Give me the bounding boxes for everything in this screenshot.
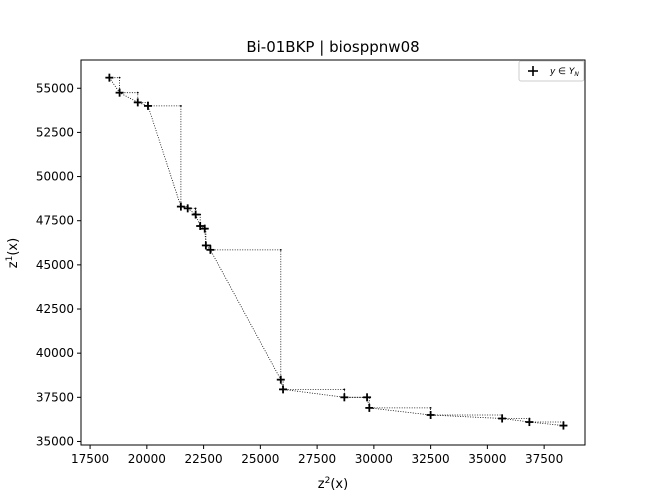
y-tick-label: 52500 (36, 125, 74, 139)
connector-vertex (194, 207, 197, 210)
connector-vertex (136, 91, 139, 94)
data-point (191, 210, 200, 219)
data-point (200, 224, 209, 233)
chart-title: Bi-01BKP | biosppnw08 (246, 38, 419, 56)
data-point (115, 88, 124, 97)
legend-marker-icon (528, 66, 538, 76)
connector-frontier (109, 77, 564, 426)
data-point (498, 414, 507, 423)
x-tick-label: 20000 (128, 452, 166, 466)
y-tick-label: 45000 (36, 258, 74, 272)
y-tick-label: 35000 (36, 434, 74, 448)
data-point (365, 403, 374, 412)
y-tick-label: 55000 (36, 81, 74, 95)
x-tick-label: 35000 (468, 452, 506, 466)
connector-vertex (429, 407, 432, 409)
y-tick-label: 42500 (36, 302, 74, 316)
y-axis-label: z1(x) (5, 238, 21, 268)
x-axis: 17500 20000 22500 25000 27500 30000 32500 35000… (71, 445, 563, 466)
data-point (183, 204, 192, 213)
x-tick-label: 37500 (525, 452, 563, 466)
data-point (176, 202, 185, 211)
data-point (206, 245, 215, 254)
plot-frame (80, 59, 586, 446)
legend-box (518, 60, 585, 82)
legend-label: y ∈ YN (549, 67, 579, 78)
data-point (196, 222, 205, 231)
data-points (105, 73, 568, 430)
data-point (105, 73, 114, 82)
connector-vertex (118, 76, 121, 79)
data-point (525, 418, 534, 427)
connector-vertex (199, 213, 202, 216)
data-point (279, 385, 288, 394)
x-tick-label: 17500 (71, 452, 109, 466)
x-tick-label: 32500 (412, 452, 450, 466)
x-axis-label: z2(x) (318, 476, 348, 492)
data-point (133, 98, 142, 107)
data-point (559, 421, 568, 430)
plot-area (80, 59, 586, 446)
connector-vertex (343, 388, 346, 391)
x-tick-label: 30000 (355, 452, 393, 466)
y-tick-label: 50000 (36, 170, 74, 184)
y-tick-label: 37500 (36, 390, 74, 404)
data-point (340, 393, 349, 402)
y-tick-label: 40000 (36, 346, 74, 360)
data-point (276, 375, 285, 384)
y-axis: 35000 37500 40000 42500 45000 47500 50000 52500… (36, 81, 81, 448)
connector-vertex (279, 248, 282, 251)
x-tick-label: 25000 (241, 452, 279, 466)
y-tick-label: 47500 (36, 214, 74, 228)
data-point (143, 101, 152, 110)
x-tick-label: 27500 (298, 452, 336, 466)
data-point (201, 241, 210, 250)
data-point (426, 410, 435, 419)
data-point (363, 393, 372, 402)
connector-vertex (179, 105, 182, 107)
legend: y ∈ YN (518, 60, 585, 82)
x-tick-label: 22500 (185, 452, 223, 466)
